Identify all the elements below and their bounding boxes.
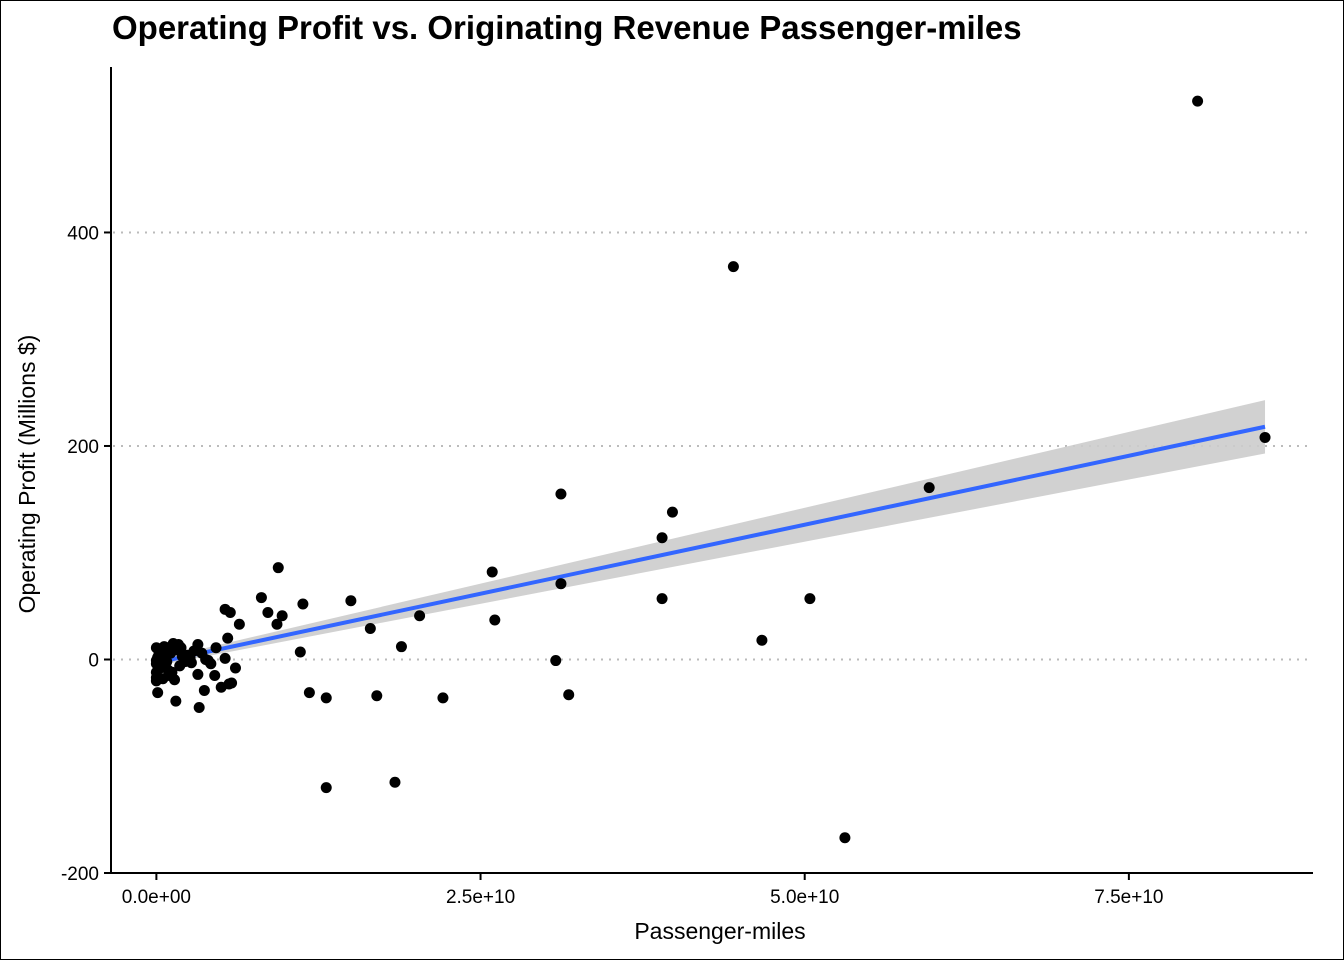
data-point	[154, 647, 166, 659]
data-point	[727, 261, 739, 273]
data-point	[656, 532, 668, 544]
data-point	[563, 689, 575, 701]
data-point	[255, 592, 267, 604]
data-point	[320, 782, 332, 794]
data-point	[297, 598, 309, 610]
x-tick-label: 5.0e+10	[770, 887, 839, 908]
data-point	[161, 656, 173, 668]
data-point	[437, 692, 449, 704]
data-point	[170, 695, 182, 707]
data-point	[262, 607, 274, 619]
chart-title: Operating Profit vs. Originating Revenue…	[112, 9, 1022, 46]
data-point	[229, 662, 241, 674]
y-tick-label: 200	[67, 437, 99, 458]
x-axis-label: Passenger-miles	[634, 918, 805, 944]
data-point	[196, 647, 208, 659]
confidence-band-layer	[156, 400, 1266, 666]
data-point	[303, 687, 315, 699]
data-point	[226, 677, 238, 689]
data-point	[192, 668, 204, 680]
data-point	[152, 687, 164, 699]
y-tick-label: 400	[67, 223, 99, 244]
y-axis-label: Operating Profit (Millions $)	[14, 335, 40, 614]
data-point	[233, 618, 245, 630]
data-point	[839, 832, 851, 844]
fit-line	[155, 424, 1266, 665]
y-tick-label: 0	[88, 650, 99, 671]
data-point	[272, 562, 284, 574]
axes: Passenger-miles Operating Profit (Millio…	[14, 67, 1313, 944]
data-point	[193, 702, 205, 714]
data-point	[175, 642, 187, 654]
fit-line-layer	[155, 424, 1266, 665]
data-point	[923, 482, 935, 494]
data-point	[666, 506, 678, 518]
data-point	[271, 618, 283, 630]
data-point	[1192, 95, 1204, 107]
data-point	[756, 634, 768, 646]
data-point	[550, 655, 562, 667]
data-point	[276, 610, 288, 622]
data-point	[364, 623, 376, 635]
data-point	[215, 681, 227, 693]
data-point	[222, 632, 234, 644]
data-point	[389, 776, 401, 788]
data-point	[210, 642, 222, 654]
data-point	[486, 566, 498, 578]
data-point	[804, 593, 816, 605]
data-point	[202, 655, 214, 667]
x-tick-label: 7.5e+10	[1094, 887, 1163, 908]
data-point	[219, 652, 231, 664]
x-tick-label: 0.0e+00	[122, 887, 191, 908]
data-point	[198, 684, 210, 696]
data-point	[1259, 431, 1271, 443]
data-point	[371, 690, 383, 702]
data-point	[163, 670, 175, 682]
confidence-band	[156, 400, 1266, 666]
data-point	[185, 657, 197, 669]
data-point	[345, 595, 357, 607]
data-point	[294, 646, 306, 658]
data-point	[555, 488, 567, 500]
data-point	[489, 614, 501, 626]
data-point	[224, 607, 236, 619]
data-point	[176, 650, 188, 662]
x-tick-label: 2.5e+10	[446, 887, 515, 908]
data-point	[209, 670, 221, 682]
y-tick-label: -200	[61, 864, 99, 885]
data-point	[395, 641, 407, 653]
data-point	[414, 610, 426, 622]
data-points	[150, 95, 1271, 844]
data-point	[320, 692, 332, 704]
data-point	[555, 578, 567, 590]
data-point	[656, 593, 668, 605]
